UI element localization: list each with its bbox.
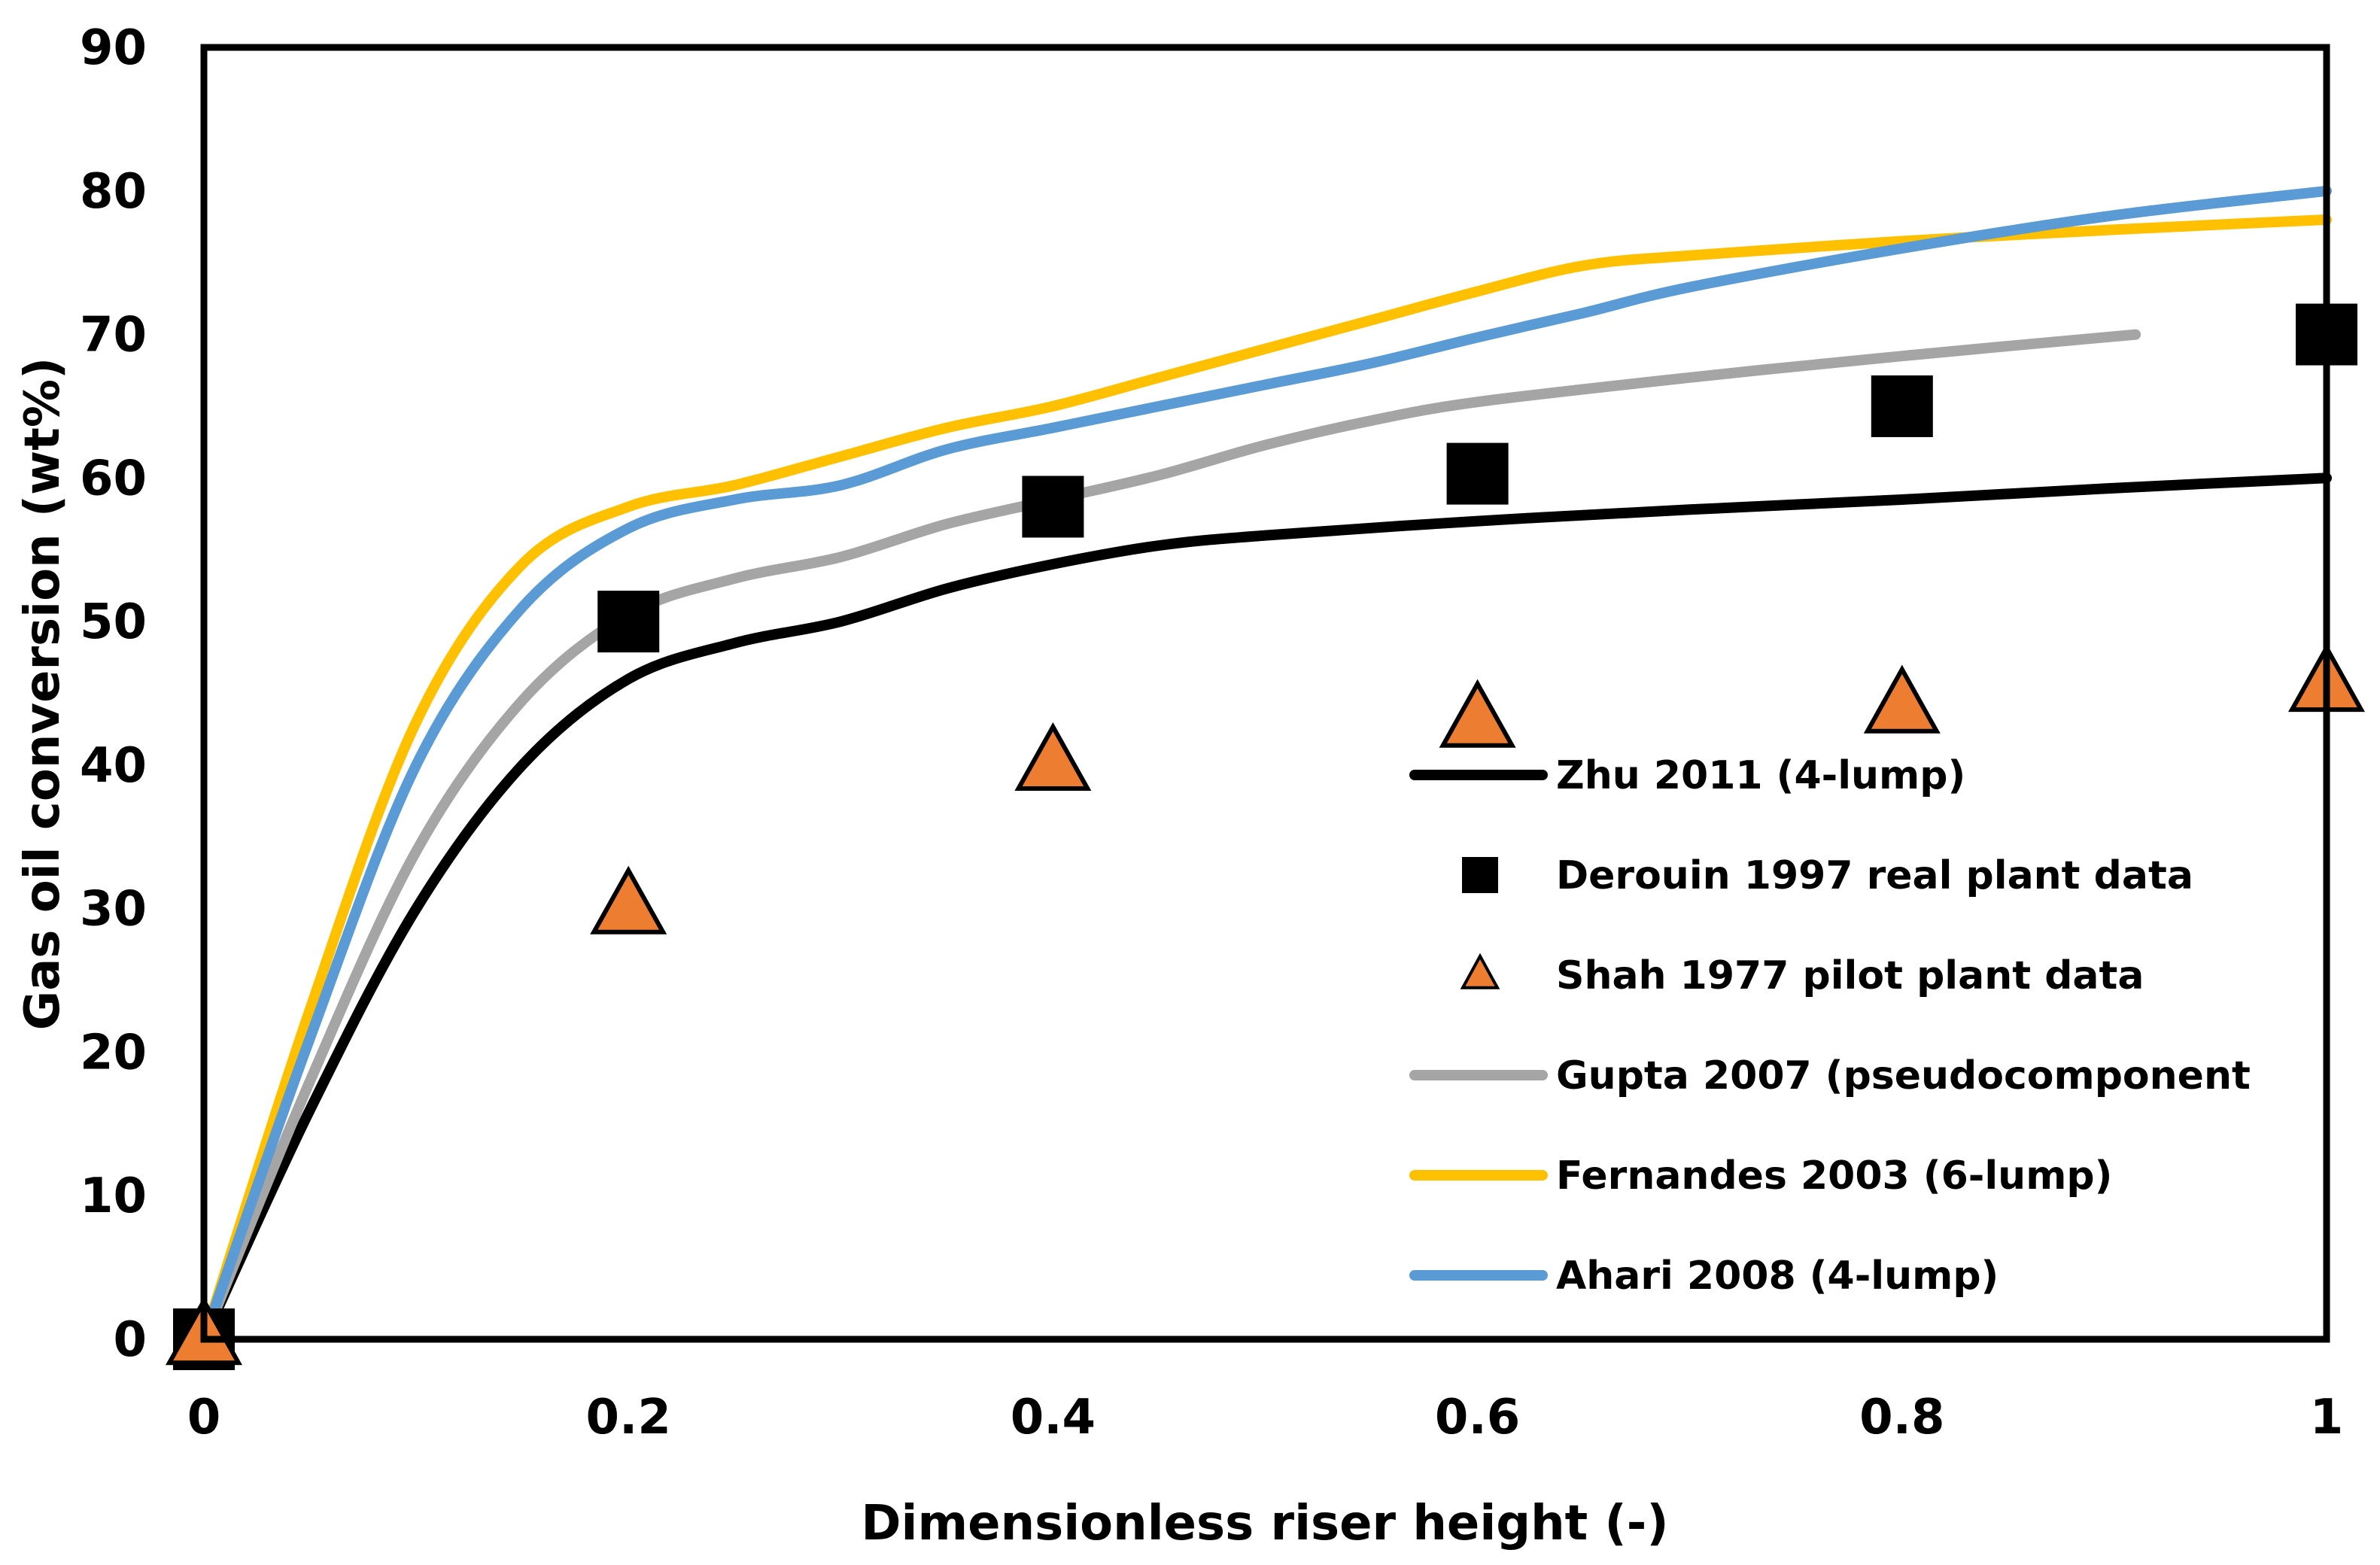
legend-label-derouin-1997-real-plant-data: Derouin 1997 real plant data (1556, 853, 2193, 898)
square-marker-3 (1446, 442, 1509, 505)
triangle-marker-2 (1014, 722, 1092, 791)
series-line-ahari-2008-4-lump (199, 185, 2332, 1345)
y-tick-label: 20 (80, 1025, 147, 1080)
legend: Zhu 2011 (4-lump) Derouin 1997 real plant… (1409, 753, 2251, 1299)
y-tick-label: 60 (80, 451, 147, 506)
y-tick-label: 0 (113, 1312, 147, 1368)
y-tick-labels: 0 10 20 30 40 50 60 70 80 90 (80, 20, 147, 1368)
x-tick-label: 0.8 (1859, 1390, 1944, 1445)
x-tick-label: 0.4 (1011, 1390, 1096, 1445)
legend-swatch-shah-1977-pilot-plant-data (1460, 953, 1500, 989)
triangle-marker-1 (590, 865, 667, 934)
plot-lines-layer (199, 185, 2332, 1345)
y-axis-title: Gas oil conversion (wt%) (15, 357, 71, 1031)
y-tick-label: 40 (80, 738, 147, 794)
y-tick-label: 80 (80, 164, 147, 220)
x-tick-label: 0 (187, 1390, 221, 1445)
series-line-zhu-2011-4-lump (199, 473, 2332, 1345)
x-tick-label: 1 (2310, 1390, 2344, 1445)
y-tick-label: 70 (80, 308, 147, 363)
plot-markers-layer (165, 303, 2366, 1370)
legend-label-gupta-2007-pseudocomponent: Gupta 2007 (pseudocomponent (1556, 1053, 2251, 1099)
legend-label-zhu-2011-4-lump: Zhu 2011 (4-lump) (1556, 753, 1965, 798)
triangle-marker-3 (1439, 679, 1516, 748)
y-tick-label: 90 (80, 20, 147, 76)
legend-swatch-derouin-1997-real-plant-data (1462, 857, 1498, 893)
y-tick-label: 30 (80, 882, 147, 937)
x-axis-title: Dimensionless riser height (-) (861, 1496, 1668, 1551)
legend-label-fernandes-2003-6-lump: Fernandes 2003 (6-lump) (1556, 1153, 2112, 1199)
plot-frame (200, 44, 2330, 1343)
x-tick-label: 0.2 (586, 1390, 671, 1445)
square-marker-4 (1871, 375, 1933, 437)
y-tick-label: 50 (80, 594, 147, 650)
legend-label-ahari-2008-4-lump: Ahari 2008 (4-lump) (1556, 1254, 1999, 1299)
square-marker-1 (597, 591, 660, 653)
x-tick-label: 0.6 (1435, 1390, 1520, 1445)
series-line-fernandes-2003-6-lump (199, 214, 2332, 1345)
legend-label-shah-1977-pilot-plant-data: Shah 1977 pilot plant data (1556, 953, 2144, 998)
triangle-marker-4 (1863, 664, 1941, 734)
x-tick-labels: 0 0.2 0.4 0.6 0.8 1 (187, 1390, 2344, 1445)
square-marker-2 (1022, 476, 1084, 538)
series-line-gupta-2007-pseudocomponent (199, 329, 2141, 1345)
y-tick-label: 10 (80, 1168, 147, 1224)
